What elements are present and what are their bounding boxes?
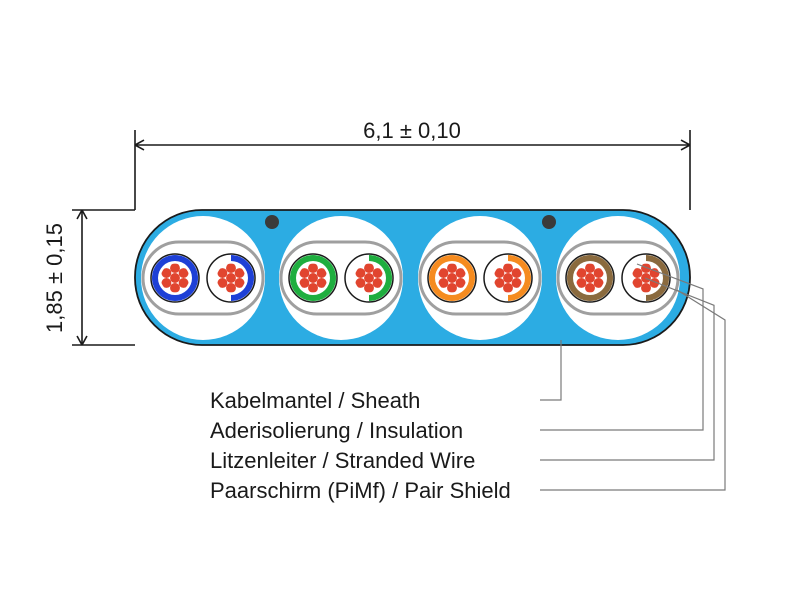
component-label: Litzenleiter / Stranded Wire xyxy=(210,448,475,473)
component-label: Kabelmantel / Sheath xyxy=(210,388,420,413)
dimension-height-label: 1,85 ± 0,15 xyxy=(42,223,67,333)
component-label: Paarschirm (PiMf) / Pair Shield xyxy=(210,478,511,503)
index-dot xyxy=(542,215,556,229)
leader-line xyxy=(540,340,561,400)
dimension-width-label: 6,1 ± 0,10 xyxy=(363,118,461,143)
cable-cross-section-diagram: 6,1 ± 0,10 1,85 ± 0,15 Kabelmantel / Sheat… xyxy=(0,0,800,600)
index-dot xyxy=(265,215,279,229)
component-label: Aderisolierung / Insulation xyxy=(210,418,463,443)
